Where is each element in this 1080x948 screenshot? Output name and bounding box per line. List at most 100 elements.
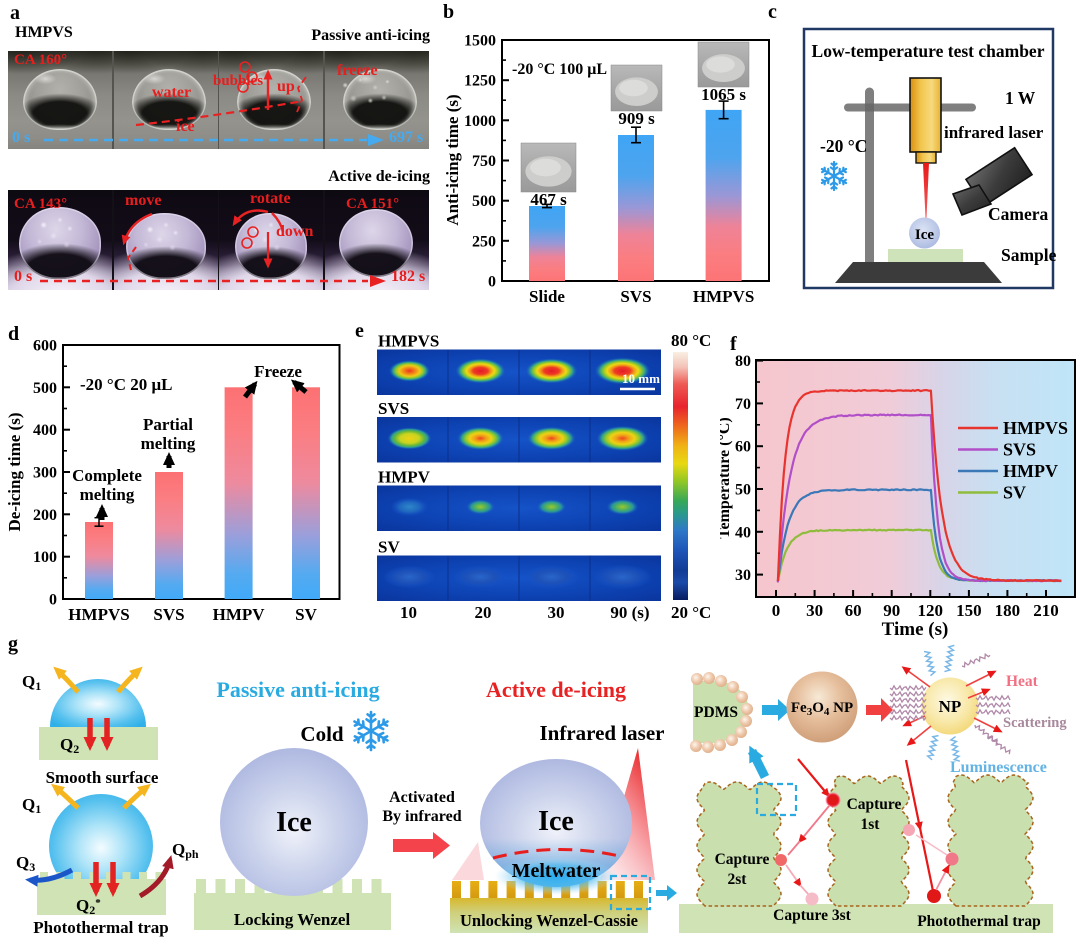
svg-text:400: 400 <box>33 422 57 439</box>
svg-text:20 °C: 20 °C <box>671 603 711 622</box>
svg-text:750: 750 <box>472 153 496 170</box>
svg-text:-20 °C 20 μL: -20 °C 20 μL <box>80 375 172 394</box>
svg-text:210: 210 <box>1033 601 1059 620</box>
svg-text:-20 °C: -20 °C <box>820 136 867 156</box>
svg-text:NP: NP <box>939 697 962 716</box>
svg-text:180: 180 <box>995 601 1021 620</box>
svg-text:HMPVS: HMPVS <box>693 287 754 305</box>
svg-text:HMPV: HMPV <box>1003 461 1058 481</box>
svg-text:Camera: Camera <box>988 204 1049 224</box>
svg-text:Unlocking Wenzel-Cassie: Unlocking Wenzel-Cassie <box>460 911 638 930</box>
svg-text:0: 0 <box>488 274 496 291</box>
svg-text:Sample: Sample <box>1001 245 1057 265</box>
svg-text:1065 s: 1065 s <box>701 85 746 104</box>
svg-text:50: 50 <box>735 482 751 499</box>
svg-text:467 s: 467 s <box>530 190 567 209</box>
svg-text:b: b <box>443 1 454 23</box>
svg-text:Fe3O4 NP: Fe3O4 NP <box>791 700 853 718</box>
svg-text:g: g <box>8 633 18 655</box>
svg-text:HMPVS: HMPVS <box>1003 418 1068 438</box>
svg-text:250: 250 <box>472 233 496 250</box>
svg-text:90: 90 <box>883 601 900 620</box>
svg-text:HMPVS: HMPVS <box>68 605 129 624</box>
svg-text:150: 150 <box>956 601 982 620</box>
svg-text:1 W: 1 W <box>1005 88 1036 108</box>
svg-text:200: 200 <box>33 507 57 524</box>
svg-text:d: d <box>8 323 19 345</box>
svg-text:SV: SV <box>378 538 400 557</box>
svg-text:60: 60 <box>845 601 862 620</box>
svg-text:Ice: Ice <box>915 227 934 243</box>
svg-text:De-icing time (s): De-icing time (s) <box>5 413 24 532</box>
svg-text:Temperature (°C): Temperature (°C) <box>720 417 733 538</box>
svg-text:SVS: SVS <box>1003 440 1036 460</box>
svg-text:Qph: Qph <box>172 840 199 861</box>
svg-text:Smooth surface: Smooth surface <box>46 768 159 787</box>
svg-text:melting: melting <box>141 434 196 453</box>
svg-text:Q3: Q3 <box>16 853 35 874</box>
svg-text:Photothermal trap: Photothermal trap <box>33 918 169 937</box>
svg-text:SVS: SVS <box>620 287 651 305</box>
svg-text:-20 °C 100 μL: -20 °C 100 μL <box>512 61 607 78</box>
svg-text:Time (s): Time (s) <box>882 619 949 640</box>
svg-text:SV: SV <box>295 605 317 624</box>
svg-text:80 °C: 80 °C <box>671 331 711 350</box>
svg-text:infrared laser: infrared laser <box>944 123 1044 142</box>
svg-text:HMPVS: HMPVS <box>378 332 439 351</box>
svg-text:By infrared: By infrared <box>382 808 461 825</box>
svg-text:30: 30 <box>735 567 751 584</box>
svg-text:Photothermal trap: Photothermal trap <box>917 913 1041 930</box>
svg-text:SV: SV <box>1003 483 1026 503</box>
svg-text:0: 0 <box>49 592 57 609</box>
svg-text:SVS: SVS <box>378 399 409 418</box>
svg-text:300: 300 <box>33 465 57 482</box>
svg-text:0: 0 <box>772 601 781 620</box>
svg-text:Ice: Ice <box>538 806 574 837</box>
svg-text:30: 30 <box>548 603 565 622</box>
svg-text:PDMS: PDMS <box>694 704 738 721</box>
svg-text:Complete: Complete <box>72 466 142 485</box>
svg-text:60: 60 <box>735 439 751 456</box>
svg-text:Q1: Q1 <box>22 795 41 816</box>
svg-text:1st: 1st <box>861 816 881 833</box>
svg-text:Q2*: Q2* <box>76 896 101 917</box>
svg-text:HMPV: HMPV <box>378 468 431 487</box>
svg-text:909 s: 909 s <box>618 109 655 128</box>
svg-text:1000: 1000 <box>464 113 496 130</box>
svg-text:120: 120 <box>918 601 944 620</box>
svg-text:Partial: Partial <box>143 415 193 434</box>
svg-text:SVS: SVS <box>153 605 184 624</box>
svg-text:Capture: Capture <box>715 851 770 868</box>
svg-text:10: 10 <box>400 603 417 622</box>
svg-text:2st: 2st <box>728 871 748 888</box>
svg-text:Capture 3st: Capture 3st <box>773 907 851 924</box>
svg-text:melting: melting <box>80 485 135 504</box>
svg-text:Q1: Q1 <box>22 672 41 693</box>
svg-text:Infrared laser: Infrared laser <box>539 721 664 745</box>
svg-text:Activated: Activated <box>389 789 455 806</box>
svg-text:Active de-icing: Active de-icing <box>486 677 626 702</box>
svg-text:Scattering: Scattering <box>1003 715 1067 731</box>
svg-text:Low-temperature test chamber: Low-temperature test chamber <box>812 41 1045 61</box>
svg-text:Luminescence: Luminescence <box>950 759 1047 776</box>
svg-text:20: 20 <box>475 603 492 622</box>
svg-text:30: 30 <box>806 601 823 620</box>
svg-text:e: e <box>355 320 364 342</box>
svg-text:70: 70 <box>735 396 751 413</box>
svg-text:Anti-icing time (s): Anti-icing time (s) <box>443 94 462 225</box>
svg-text:Passive anti-icing: Passive anti-icing <box>216 677 379 702</box>
svg-text:Cold: Cold <box>300 722 344 746</box>
svg-text:Ice: Ice <box>276 807 312 838</box>
svg-text:1500: 1500 <box>464 33 496 50</box>
svg-text:f: f <box>730 333 737 355</box>
svg-text:Capture: Capture <box>847 796 902 813</box>
svg-text:1250: 1250 <box>464 73 496 90</box>
svg-text:Slide: Slide <box>529 287 565 305</box>
svg-text:100: 100 <box>33 549 57 566</box>
svg-text:600: 600 <box>33 338 57 355</box>
svg-text:40: 40 <box>735 524 751 541</box>
svg-text:90 (s): 90 (s) <box>610 603 649 622</box>
svg-text:10 mm: 10 mm <box>622 371 660 386</box>
svg-text:500: 500 <box>472 193 496 210</box>
svg-text:Meltwater: Meltwater <box>512 860 601 882</box>
